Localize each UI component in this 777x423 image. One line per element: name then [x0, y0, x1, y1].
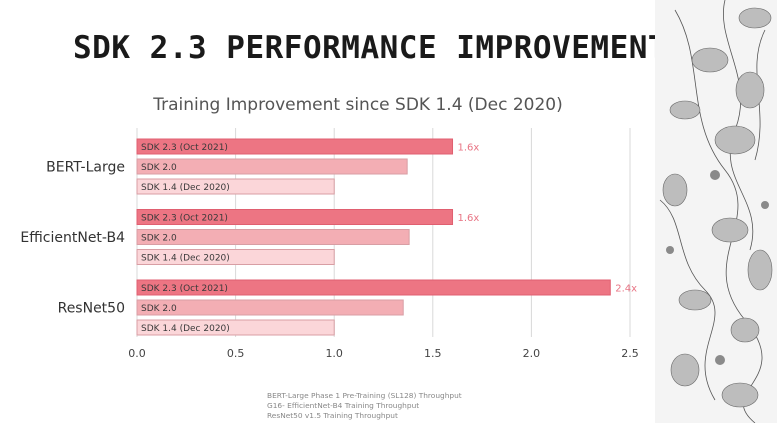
category-label: EfficientNet-B4	[20, 230, 125, 246]
bar	[136, 138, 454, 155]
bar-value-label: 1.6x	[458, 143, 480, 154]
x-tick-label: 1.5	[424, 347, 442, 360]
bar	[136, 319, 335, 336]
chart-title: Training Improvement since SDK 1.4 (Dec …	[152, 95, 563, 115]
x-tick-label: 0.0	[128, 347, 146, 360]
slide-title: SDK 2.3 PERFORMANCE IMPROVEMENT	[73, 30, 668, 66]
bar-series-label: SDK 1.4 (Dec 2020)	[141, 254, 230, 264]
x-tick-label: 1.0	[325, 347, 343, 360]
category-label: ResNet50	[58, 301, 125, 317]
bar	[136, 249, 335, 265]
bar-value-label: 2.4x	[615, 284, 637, 295]
x-tick-label: 2.0	[523, 347, 541, 360]
bar	[136, 178, 335, 195]
bar	[136, 229, 410, 245]
x-tick-label: 0.5	[227, 347, 245, 360]
bar-series-label: SDK 1.4 (Dec 2020)	[141, 183, 230, 193]
footnote: ResNet50 v1.5 Training Throughput	[267, 411, 398, 420]
botanical-illustration	[655, 0, 777, 423]
bar	[136, 209, 454, 225]
bar-series-label: SDK 2.3 (Oct 2021)	[141, 284, 228, 294]
footnotes: BERT-Large Phase 1 Pre-Training (SL128) …	[267, 391, 462, 421]
bar-series-label: SDK 2.3 (Oct 2021)	[141, 143, 228, 153]
bar	[136, 279, 611, 296]
bar-series-label: SDK 2.0	[141, 163, 177, 173]
bar-series-label: SDK 2.0	[141, 304, 177, 314]
bar-series-label: SDK 2.3 (Oct 2021)	[141, 214, 228, 224]
bar-value-label: 1.6x	[458, 213, 480, 224]
bar	[136, 299, 404, 316]
footnote: BERT-Large Phase 1 Pre-Training (SL128) …	[267, 391, 462, 400]
bar-series-label: SDK 2.0	[141, 234, 177, 244]
x-tick-label: 2.5	[621, 347, 639, 360]
footnote: G16- EfficientNet-B4 Training Throughput	[267, 401, 420, 410]
category-label: BERT-Large	[46, 160, 125, 176]
bar-series-label: SDK 1.4 (Dec 2020)	[141, 324, 230, 334]
bar	[136, 158, 408, 175]
